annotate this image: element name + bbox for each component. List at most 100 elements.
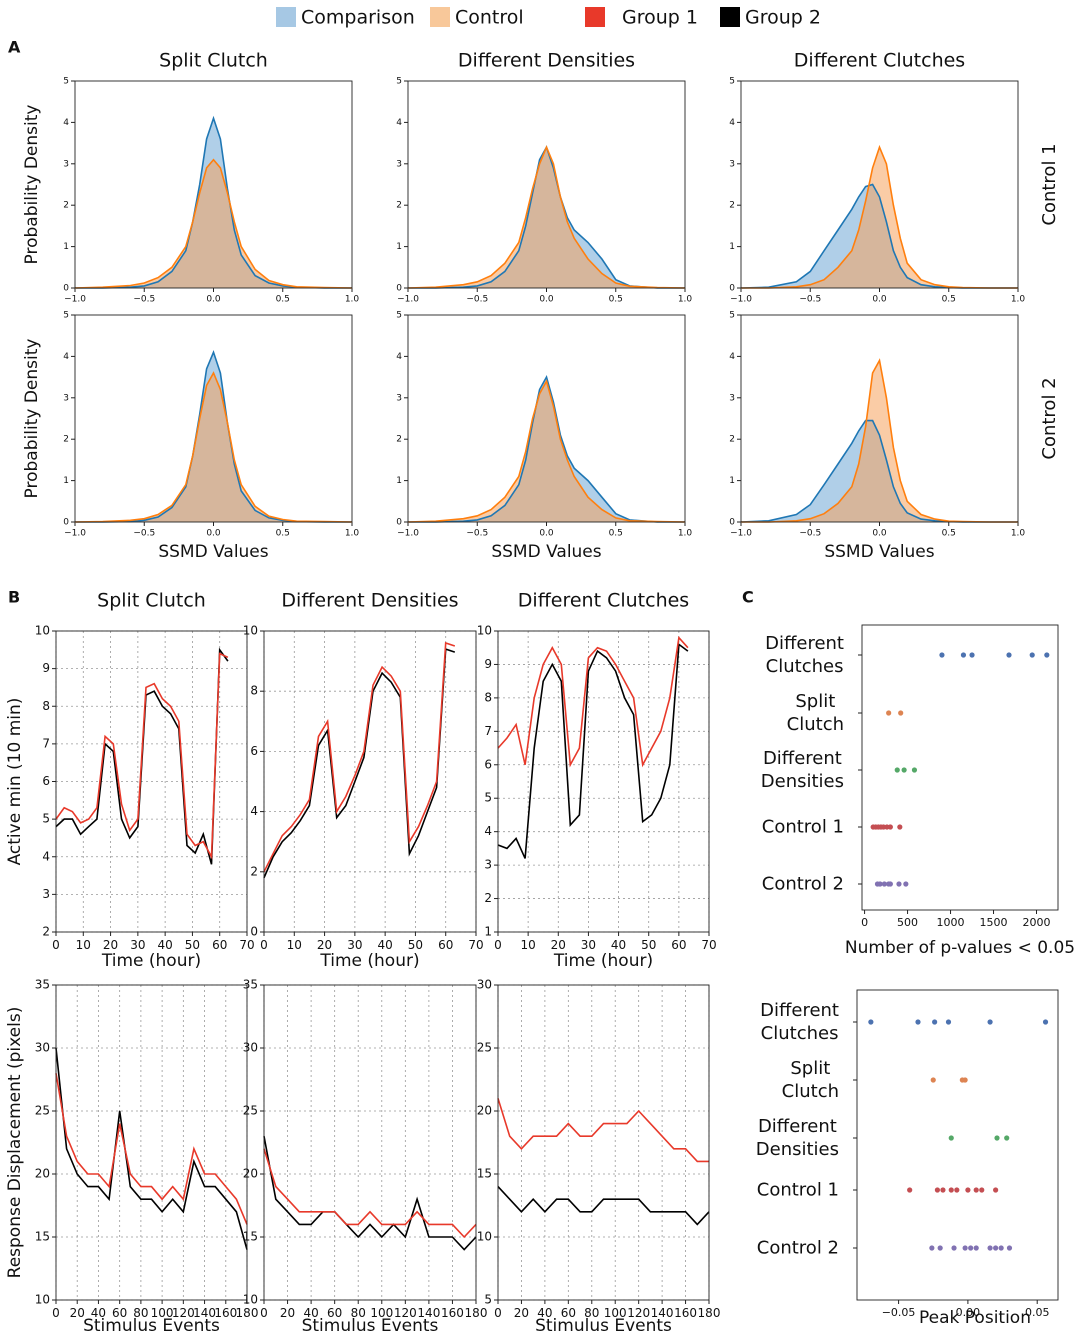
x-tick-label: 0.0 [539, 529, 554, 539]
strip-point [930, 1077, 936, 1083]
series-line [263, 1136, 477, 1251]
x-tick-label: 1000 [937, 916, 965, 929]
x-tick-label: 0.0 [872, 295, 887, 305]
y-tick-label: 2 [42, 925, 50, 939]
x-tick-label: 0 [494, 938, 502, 952]
density-area [741, 360, 1018, 522]
density-line [75, 115, 352, 289]
strip-point [973, 1187, 979, 1193]
x-tick-label: 0 [260, 1306, 268, 1320]
x-tick-label: 180 [698, 1306, 721, 1320]
x-axis-label: Stimulus Events [302, 1316, 439, 1336]
x-tick-label: 160 [674, 1306, 697, 1320]
y-tick-label: 25 [477, 1041, 492, 1055]
y-tick-label: 30 [477, 978, 492, 992]
strip-point [948, 1187, 954, 1193]
y-tick-label: 6 [484, 757, 492, 771]
y-tick-label: 5 [63, 77, 69, 87]
category-label: Control 1 [756, 1179, 839, 1201]
y-tick-label: 4 [63, 118, 69, 128]
x-tick-label: 140 [417, 1306, 440, 1320]
x-tick-label: 0 [52, 1306, 60, 1320]
x-tick-label: 20 [103, 938, 118, 952]
strip-point [962, 1245, 968, 1251]
strip-point [887, 881, 893, 887]
y-tick-label: 6 [42, 774, 50, 788]
x-tick-label: 20 [280, 1306, 295, 1320]
x-tick-label: 80 [351, 1306, 366, 1320]
category-label: Different Clutches [760, 1000, 839, 1044]
series-line [263, 648, 456, 879]
x-tick-label: 70 [468, 938, 483, 952]
x-tick-label: −0.5 [466, 295, 488, 305]
legend-label: Comparison [301, 7, 415, 29]
strip-point [965, 1187, 971, 1193]
y-tick-label: 10 [35, 1293, 50, 1307]
chart-title: Different Clutches [518, 590, 689, 612]
density-line [74, 371, 353, 523]
density-area [408, 381, 685, 522]
y-tick-label: 3 [396, 159, 402, 169]
x-tick-label: −0.5 [799, 529, 821, 539]
strip-point [937, 1245, 943, 1251]
density-area [75, 159, 352, 288]
y-tick-label: 10 [243, 1293, 258, 1307]
category-label: Control 1 [761, 816, 844, 838]
y-tick-label: 0 [63, 284, 69, 294]
y-tick-label: 4 [484, 824, 492, 838]
y-tick-label: 35 [243, 978, 258, 992]
density-line [741, 144, 1018, 289]
y-tick-label: 0 [396, 284, 402, 294]
strip-point [1004, 1135, 1010, 1141]
y-tick-label: 0 [729, 284, 735, 294]
x-tick-label: 0.5 [276, 529, 290, 539]
category-label: Control 2 [756, 1237, 839, 1259]
x-tick-label: 40 [378, 938, 393, 952]
x-tick-label: 60 [327, 1306, 342, 1320]
x-tick-label: 2000 [1023, 916, 1051, 929]
legend-swatch [720, 7, 740, 27]
y-tick-label: 4 [396, 352, 402, 362]
y-tick-label: 3 [63, 159, 69, 169]
density-line [740, 183, 1018, 289]
x-tick-label: −0.05 [882, 1306, 916, 1319]
strip-point [915, 1019, 921, 1025]
x-tick-label: 120 [394, 1306, 417, 1320]
x-tick-label: 180 [236, 1306, 259, 1320]
panel-label: C [742, 588, 754, 607]
y-tick-label: 4 [396, 118, 402, 128]
x-axis-label: Number of p-values < 0.05 [845, 938, 1075, 958]
plot-frame [55, 984, 248, 1301]
series-line [55, 652, 229, 860]
y-tick-label: 0 [250, 925, 258, 939]
category-label: Different Clutches [765, 633, 844, 677]
y-tick-label: 5 [484, 1293, 492, 1307]
x-tick-label: 10 [521, 938, 536, 952]
y-axis-label: Active min (10 min) [5, 698, 25, 866]
y-tick-label: 4 [63, 352, 69, 362]
y-tick-label: 5 [396, 77, 402, 87]
x-tick-label: 0.5 [942, 295, 956, 305]
strip-point [994, 1135, 1000, 1141]
strip-point [1042, 1019, 1049, 1025]
y-tick-label: 3 [63, 393, 69, 403]
strip-point [951, 1245, 957, 1251]
strip-point [945, 1019, 952, 1025]
x-tick-label: 100 [151, 1306, 174, 1320]
x-tick-label: 500 [897, 916, 918, 929]
y-tick-label: 5 [729, 311, 735, 321]
x-tick-label: 140 [193, 1306, 216, 1320]
strip-point [948, 1135, 954, 1141]
chart-title: Different Densities [281, 590, 458, 612]
y-tick-label: 5 [484, 791, 492, 805]
density-line [407, 379, 686, 523]
strip-point [979, 1187, 985, 1193]
x-tick-label: 60 [438, 938, 453, 952]
strip-point [960, 652, 967, 658]
strip-point [987, 1019, 993, 1025]
row-label: Control 2 [1039, 377, 1060, 459]
category-label: Split Clutch [781, 1058, 839, 1102]
x-tick-label: 50 [185, 938, 200, 952]
y-tick-label: 2 [484, 891, 492, 905]
density-line [741, 358, 1018, 523]
